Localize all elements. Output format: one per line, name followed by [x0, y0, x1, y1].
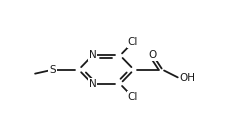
Text: OH: OH	[179, 73, 194, 83]
Text: Cl: Cl	[127, 92, 138, 102]
Text: N: N	[88, 79, 96, 89]
Text: O: O	[148, 50, 156, 60]
Text: S: S	[49, 65, 56, 75]
Text: Cl: Cl	[127, 37, 138, 47]
Text: N: N	[88, 50, 96, 60]
